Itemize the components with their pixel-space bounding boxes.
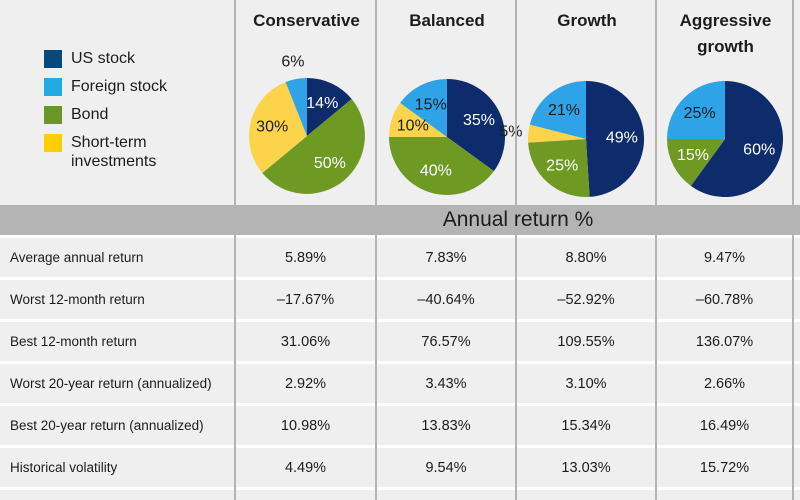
legend: US stock Foreign stock Bond Short-term inve… [44, 50, 201, 171]
row-label: Best 20-year return (annualized) [10, 418, 204, 433]
cell-value: 136.07% [695, 333, 754, 350]
table-row: Worst 12-month return –17.67% –40.64% –52.9… [0, 280, 800, 319]
pie-slice-us-stock [307, 78, 352, 136]
table-row: Worst 20-year return (annualized) 2.92% 3.… [0, 364, 800, 403]
pie-chart-balanced: 35% 40% 10% 15% [389, 79, 505, 195]
row-label: Best 12-month return [10, 334, 137, 349]
legend-label: Short-term investments [71, 134, 157, 170]
column-divider [375, 0, 377, 500]
row-label: Worst 20-year return (annualized) [10, 376, 212, 391]
pie-slice-label: 40% [420, 163, 452, 180]
pie-slice-label: 6% [281, 53, 304, 70]
legend-swatch-us-stock [44, 50, 62, 68]
pie-slice-short-term-investments [389, 102, 447, 137]
pie-slice-label: 25% [546, 158, 578, 175]
pie-slice-label: 21% [548, 102, 580, 119]
cell-value: 2.92% [284, 375, 327, 392]
pie-slice-foreign-stock [285, 78, 307, 136]
column-divider [792, 0, 794, 500]
cell-value: 3.43% [425, 375, 467, 392]
banner-label: Annual return % [442, 208, 594, 231]
legend-label: Foreign stock [71, 78, 168, 95]
pie-slice-foreign-stock [400, 79, 447, 137]
pie-slice-short-term-investments [248, 82, 307, 173]
cell-value: 76.57% [421, 333, 471, 350]
column-header-conservative: Conservative [253, 11, 360, 30]
legend-swatch-bond [44, 106, 62, 124]
pie-slice-label: 49% [606, 129, 638, 146]
pie-slice-label: 15% [415, 97, 447, 114]
returns-table: Average annual return 5.89% 7.83% 8.80% 9.47… [0, 235, 800, 500]
table-row-partial [0, 490, 800, 500]
pie-slice-label: 30% [256, 119, 288, 136]
table-row: Average annual return 5.89% 7.83% 8.80% 9.47… [0, 238, 800, 277]
row-label: Average annual return [10, 250, 144, 265]
pie-slice-bond [389, 137, 494, 195]
pie-slice-bond [667, 139, 725, 186]
legend-item-short-term-investments: Short-term investments [44, 134, 201, 171]
cell-value: 2.66% [703, 375, 746, 392]
cell-value: 4.49% [284, 459, 327, 476]
pie-slice-label: 10% [397, 117, 429, 134]
cell-value: –60.78% [695, 291, 754, 308]
cell-value: 15.34% [561, 417, 611, 434]
legend-swatch-foreign-stock [44, 78, 62, 96]
pie-slice-label: 15% [677, 147, 709, 164]
pie-slice-label: 14% [306, 95, 338, 112]
pie-chart-growth: 49% 25% 5% 21% [499, 80, 645, 198]
pie-slice-us-stock [586, 80, 645, 197]
legend-label: Bond [71, 106, 109, 123]
cell-value: 109.55% [557, 333, 615, 350]
pie-slice-foreign-stock [529, 81, 586, 139]
pie-slice-bond [262, 99, 365, 194]
table-row: Best 20-year return (annualized) 10.98% 13… [0, 406, 800, 445]
cell-value: –40.64% [417, 291, 475, 308]
column-header-aggressive-growth: Aggressive growth [679, 11, 772, 56]
pie-slice-label: 50% [314, 155, 346, 172]
cell-value: 3.10% [565, 375, 607, 392]
pie-slice-us-stock [447, 79, 505, 172]
cell-value: 7.83% [425, 249, 467, 266]
column-divider [234, 0, 236, 500]
cell-value: –17.67% [276, 291, 335, 308]
cell-value: 10.98% [280, 417, 331, 434]
pie-slice-label: 5% [499, 123, 522, 140]
cell-value: 5.89% [284, 249, 327, 266]
pie-chart-aggressive-growth: 60% 15% 25% [667, 80, 784, 198]
cell-value: –52.92% [557, 291, 615, 308]
pie-slice-foreign-stock [667, 81, 725, 139]
cell-value: 31.06% [280, 333, 331, 350]
pie-slice-short-term-investments [527, 124, 586, 143]
row-label: Historical volatility [10, 460, 118, 475]
annual-return-banner: Annual return % [0, 205, 800, 235]
column-divider [655, 0, 657, 500]
legend-item-bond: Bond [44, 106, 201, 124]
column-header-balanced: Balanced [409, 11, 485, 30]
pie-slice-label: 60% [743, 142, 775, 159]
column-header-growth: Growth [557, 11, 617, 30]
cell-value: 15.72% [699, 459, 750, 476]
pie-slice-bond [528, 139, 590, 198]
legend-label: US stock [71, 50, 136, 67]
legend-item-us-stock: US stock [44, 50, 201, 68]
legend-swatch-short-term-investments [44, 134, 62, 152]
cell-value: 16.49% [699, 417, 750, 434]
table-row: Historical volatility 4.49% 9.54% 13.03% 15.… [0, 448, 800, 487]
pie-chart-conservative: 14% 50% 30% 6% [248, 53, 365, 194]
legend-item-foreign-stock: Foreign stock [44, 78, 201, 96]
pie-slice-us-stock [690, 80, 784, 198]
cell-value: 9.47% [703, 249, 746, 266]
cell-value: 9.54% [425, 459, 467, 476]
row-label: Worst 12-month return [10, 292, 145, 307]
cell-value: 13.83% [421, 417, 471, 434]
cell-value: 13.03% [561, 459, 611, 476]
cell-value: 8.80% [565, 249, 607, 266]
pie-slice-label: 35% [463, 112, 495, 129]
table-row: Best 12-month return 31.06% 76.57% 109.55% 1… [0, 322, 800, 361]
pie-slice-label: 25% [684, 105, 716, 122]
column-divider [515, 0, 517, 500]
